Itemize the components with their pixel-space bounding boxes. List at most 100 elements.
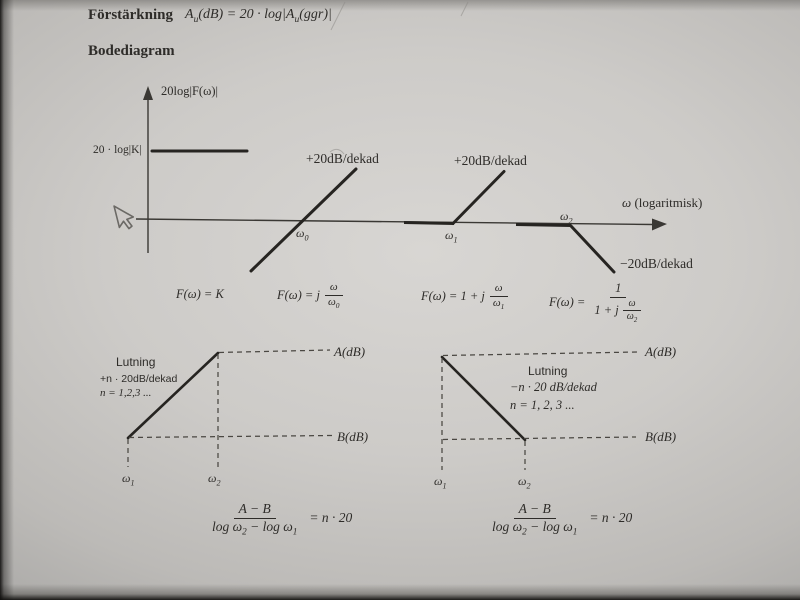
f4-inner-num: ω [623, 298, 641, 312]
slope-label-up-1: +20dB/dekad [306, 151, 379, 166]
left-slope-value: +n · 20dB/dekad [100, 373, 178, 385]
w1-base: ω [445, 228, 454, 242]
photo-scratch-marks [329, 1, 469, 155]
f2-den: ω0 [323, 296, 345, 309]
right-triangle-solid-line [440, 355, 527, 442]
right-w1-sub: 1 [442, 481, 447, 491]
f4-den: 1 + j ω ω2 [589, 298, 647, 324]
slope-formula-left: A − B log ω2 − log ω1 = n · 20 [207, 501, 353, 537]
x-axis-rest: (logaritmisk) [631, 195, 703, 210]
right-lutning-label: Lutning [528, 364, 568, 378]
sfl-rhs: = n · 20 [309, 510, 353, 526]
left-w1-label: ω1 [122, 471, 135, 488]
slope-label-up-2: +20dB/dekad [454, 153, 527, 168]
f4-inner-den: ω2 [622, 311, 642, 325]
left-lutning-label: Lutning [116, 355, 156, 369]
rising-slope-line-2 [451, 170, 506, 225]
right-b-db-label: B(dB) [645, 429, 677, 444]
pointer-cursor-icon [113, 205, 135, 230]
y-axis-label: 20log|F(ω)| [161, 84, 218, 98]
gain-formula-a: A [185, 7, 194, 22]
break-freq-w1: ω1 [445, 228, 458, 245]
f2-fraction: ω ω0 [323, 281, 345, 309]
main-axes [135, 95, 654, 253]
x-axis-omega: ω [622, 195, 632, 210]
w2-base: ω [560, 209, 569, 223]
sfl-den-p1: log ω [212, 518, 243, 534]
slope-label-down: −20dB/dekad [620, 256, 693, 271]
sfr-den-s1: 2 [522, 526, 527, 537]
left-a-db-label: A(dB) [334, 344, 366, 359]
gain-formula-sub-u2: u [294, 14, 300, 25]
left-w2-base: ω [208, 471, 217, 485]
w1-sub: 1 [453, 235, 458, 245]
gain-formula: Au(dB) = 20 · log|Au(ggr)| [185, 7, 332, 25]
left-w2-label: ω2 [208, 471, 221, 488]
f2-den-base: ω [327, 295, 336, 308]
sfr-rhs: = n · 20 [589, 510, 633, 526]
w0-sub: 0 [304, 233, 309, 243]
gain-title: Förstärkning [88, 7, 174, 23]
gain-formula-sub-u: u [193, 14, 199, 25]
right-w2-sub: 2 [526, 481, 531, 491]
f3-den-base: ω [492, 296, 501, 309]
f3-den-sub: 1 [500, 302, 505, 312]
sfl-den: log ω2 − log ω1 [207, 518, 302, 537]
sfl-num: A − B [233, 501, 276, 519]
break-freq-w0: ω0 [296, 226, 309, 243]
left-b-db-label: B(dB) [337, 429, 369, 444]
f2-lead: F(ω) = j [277, 287, 320, 302]
left-w1-sub: 1 [130, 478, 135, 488]
right-w1-label: ω1 [434, 474, 447, 491]
slope-formula-right: A − B log ω2 − log ω1 = n · 20 [487, 501, 633, 537]
sfr-den-p2: − log ω [526, 518, 573, 534]
right-w2-label: ω2 [518, 474, 531, 491]
slope-formula-right-fraction: A − B log ω2 − log ω1 [487, 501, 582, 537]
right-a-db-label: A(dB) [645, 344, 677, 359]
section-title-bodediagram: Bodediagram [88, 43, 175, 59]
right-triangle-dashed-lines [441, 351, 639, 470]
formula-f-1-plus-jw-w1: F(ω) = 1 + j ω ω1 [421, 282, 510, 310]
f3-den: ω1 [488, 297, 510, 310]
f2-num: ω [324, 281, 343, 296]
left-triangle-dashed-lines [127, 349, 333, 467]
sfl-den-p2: − log ω [246, 518, 293, 534]
f3-lead: F(ω) = 1 + j [421, 288, 485, 303]
left-w1-base: ω [122, 471, 131, 485]
f2-den-sub: 0 [335, 301, 340, 311]
break-freq-w2: ω2 [560, 209, 573, 226]
f4-outer-fraction: 1 1 + j ω ω2 [589, 281, 647, 324]
left-w2-sub: 2 [216, 478, 221, 488]
w2-sub: 2 [568, 216, 573, 226]
x-axis-label: ω (logaritmisk) [622, 195, 702, 211]
f4-inner-den-sub: 2 [633, 317, 638, 325]
formula-f-jw-w0: F(ω) = j ω ω0 [277, 281, 345, 309]
left-n-values: n = 1,2,3 ... [100, 387, 152, 399]
right-w1-base: ω [434, 474, 443, 488]
sfr-num: A − B [513, 501, 556, 519]
f3-num: ω [489, 282, 508, 297]
f4-num: 1 [610, 281, 627, 298]
f4-lead: F(ω) = [549, 295, 586, 310]
sfl-den-s1: 2 [242, 526, 247, 537]
k-level-label: 20 · log|K| [93, 144, 142, 156]
f4-inner-den-base: ω [626, 311, 634, 323]
sfr-den-s2: 1 [572, 526, 578, 537]
left-triangle-solid-line [126, 351, 220, 440]
sfl-den-s2: 1 [292, 526, 298, 537]
f4-den-lead: 1 + j [594, 303, 619, 318]
rising-slope-line-1 [249, 167, 358, 273]
formula-f-equals-k: F(ω) = K [176, 287, 224, 301]
f4-inner-fraction: ω ω2 [622, 298, 642, 325]
right-slope-value: −n · 20 dB/dekad [510, 380, 597, 394]
main-axes-arrowheads [143, 86, 667, 231]
slope-formula-left-fraction: A − B log ω2 − log ω1 [207, 501, 302, 537]
falling-slope-line [569, 224, 616, 274]
f3-fraction: ω ω1 [488, 282, 510, 310]
formula-f-lowpass: F(ω) = 1 1 + j ω ω2 [549, 281, 647, 324]
gain-formula-end: (ggr)| [299, 7, 332, 22]
sfr-den: log ω2 − log ω1 [487, 518, 582, 537]
